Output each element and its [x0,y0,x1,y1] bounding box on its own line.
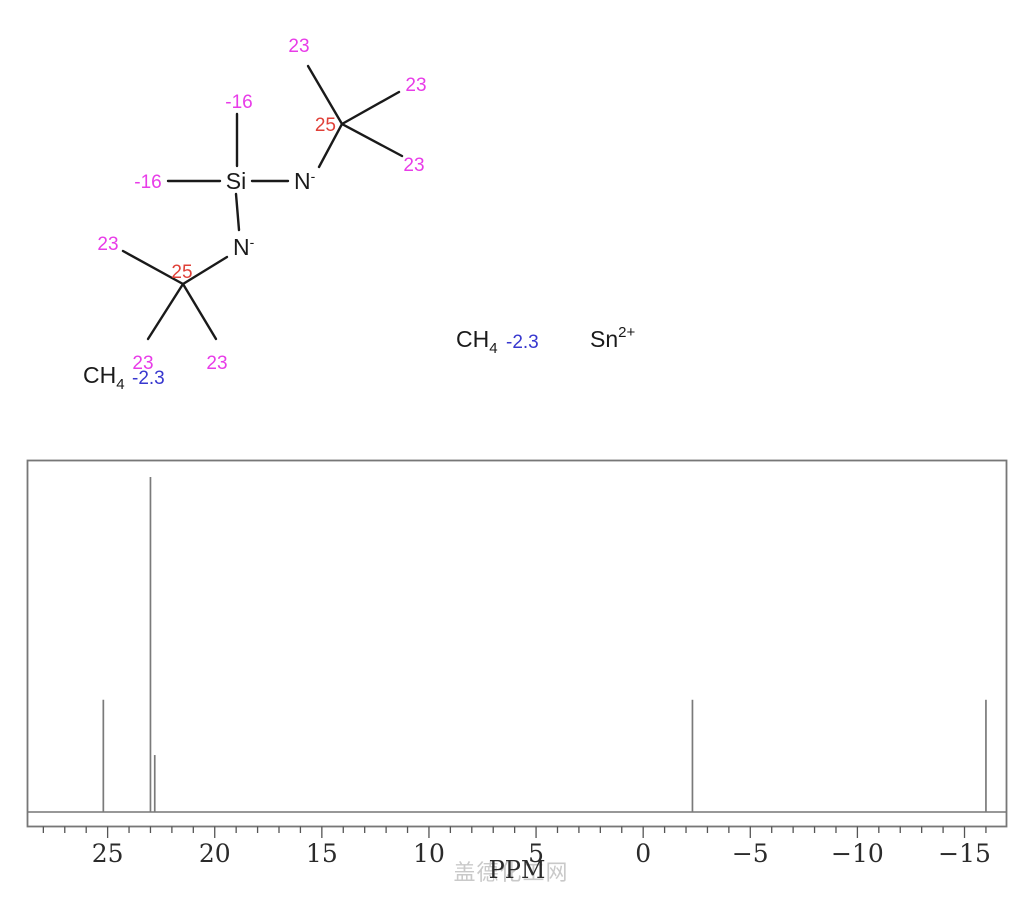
plot-frame [26,459,1008,828]
x-tick-label: 0 [635,839,651,868]
watermark-text: 盖德化工网 [453,860,568,885]
shift-label-23: 23 [405,75,426,96]
atom-label-si: Si [226,168,246,194]
x-tick-label: −5 [732,839,769,868]
molecule-structure: 23 23 23 25 -16 -16 25 23 23 23 Si N- N-… [83,36,635,393]
bond [340,122,404,158]
x-tick-label: −15 [938,839,991,868]
atom-label-n1: N- [294,168,316,194]
shift-label-23: 23 [206,353,227,374]
bond [317,122,344,169]
shift-label-25: 25 [171,262,192,283]
x-tick-label: −10 [831,839,884,868]
shift-label-23: 23 [97,234,118,255]
structure-bonds [121,64,404,341]
shift-label-23: 23 [132,353,153,374]
methane-label-left: CH4 [83,362,125,393]
tin-charge: 2+ [618,324,635,341]
bond [121,249,185,286]
n2-charge: - [250,234,255,250]
x-tick-label: 10 [413,839,445,868]
x-axis-tick-labels: 25 20 15 10 5 0 −5 −10 −15 [92,839,991,868]
x-tick-label: 20 [199,839,231,868]
x-axis-ticks [42,826,987,838]
shift-label-minus16: -16 [134,172,161,193]
bond [181,282,218,341]
spectrum-peaks [102,477,987,812]
free-species-labels: CH4 -2.3 CH4 -2.3 Sn2+ [83,324,635,393]
x-tick-label: 25 [92,839,124,868]
shift-label-25: 25 [315,115,336,136]
bond [146,282,185,341]
bond [340,90,401,126]
bond [181,255,229,286]
bond [306,64,344,126]
shift-label-minus2.3: -2.3 [132,368,165,389]
methane-label-mid: CH4 [456,326,498,357]
tin-cation-label: Sn2+ [590,324,635,352]
shift-label-23: 23 [288,36,309,57]
x-tick-label: 5 [528,839,544,868]
atom-label-n2: N- [233,234,255,260]
shift-label-minus16: -16 [225,92,252,113]
ppm-axis-label: PPM [489,856,546,884]
n1-charge: - [311,168,316,184]
bond [234,192,241,232]
x-tick-label: 15 [306,839,338,868]
atom-labels: Si N- N- [226,168,316,260]
plot-box [26,459,1008,828]
shift-labels: 23 23 23 25 -16 -16 25 23 23 23 [97,36,426,374]
shift-label-23: 23 [403,155,424,176]
nmr-spectrum: 25 20 15 10 5 0 −5 −10 −15 盖德化工网 PPM [26,459,1008,885]
shift-label-minus2.3: -2.3 [506,332,539,353]
